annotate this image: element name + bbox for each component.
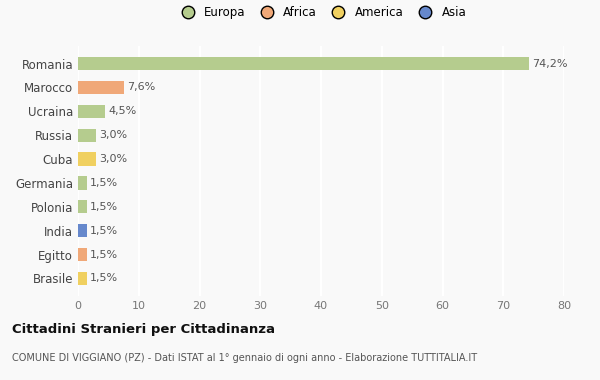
Text: 3,0%: 3,0% xyxy=(99,130,127,140)
Text: 74,2%: 74,2% xyxy=(532,59,568,68)
Bar xyxy=(78,224,87,237)
Text: 1,5%: 1,5% xyxy=(90,178,118,188)
Text: 1,5%: 1,5% xyxy=(90,274,118,283)
Text: 4,5%: 4,5% xyxy=(109,106,137,116)
Bar xyxy=(78,57,529,70)
Bar xyxy=(78,152,96,166)
Text: 1,5%: 1,5% xyxy=(90,202,118,212)
Text: Cittadini Stranieri per Cittadinanza: Cittadini Stranieri per Cittadinanza xyxy=(12,323,275,336)
Bar xyxy=(78,128,96,142)
Bar xyxy=(78,200,87,214)
Bar xyxy=(78,248,87,261)
Text: 1,5%: 1,5% xyxy=(90,250,118,260)
Bar xyxy=(78,81,124,94)
Bar xyxy=(78,105,106,118)
Text: 7,6%: 7,6% xyxy=(127,82,155,92)
Text: COMUNE DI VIGGIANO (PZ) - Dati ISTAT al 1° gennaio di ogni anno - Elaborazione T: COMUNE DI VIGGIANO (PZ) - Dati ISTAT al … xyxy=(12,353,477,363)
Text: 1,5%: 1,5% xyxy=(90,226,118,236)
Bar xyxy=(78,272,87,285)
Bar xyxy=(78,176,87,190)
Text: 3,0%: 3,0% xyxy=(99,154,127,164)
Legend: Europa, Africa, America, Asia: Europa, Africa, America, Asia xyxy=(176,6,466,19)
